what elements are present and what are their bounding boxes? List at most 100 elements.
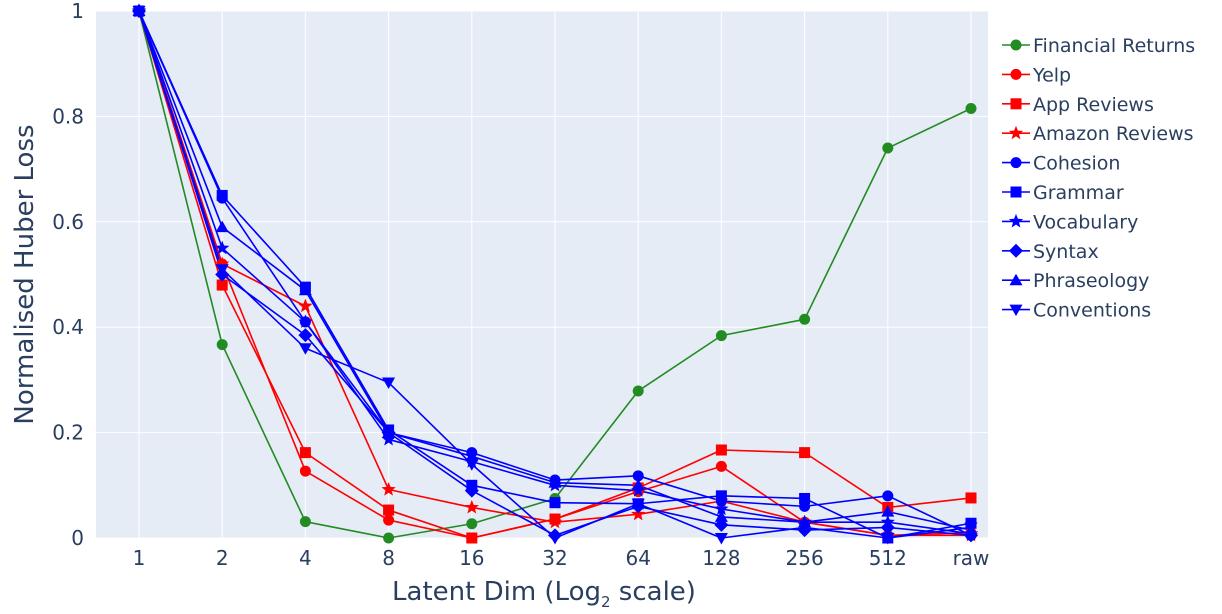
data-point-phraseology — [215, 220, 229, 233]
data-point-conventions — [132, 6, 146, 18]
legend-label: Yelp — [1032, 64, 1071, 86]
x-tick-label: 8 — [382, 546, 395, 570]
plot-area — [96, 11, 988, 538]
legend-marker — [1010, 39, 1022, 51]
data-point-app-reviews — [715, 444, 727, 456]
data-point-conventions — [548, 533, 562, 545]
y-tick-label: 0.8 — [52, 104, 84, 128]
data-point-syntax — [880, 520, 895, 535]
legend-marker — [1009, 243, 1023, 258]
legend-item-amazon-reviews[interactable]: Amazon Reviews — [1002, 123, 1194, 145]
data-point-cohesion — [882, 490, 894, 502]
legend-label: Vocabulary — [1033, 211, 1138, 233]
legend-marker — [1009, 273, 1023, 286]
data-point-conventions — [881, 533, 895, 545]
x-tick-label: 256 — [786, 546, 824, 570]
x-tick-label: raw — [953, 546, 990, 570]
data-point-phraseology — [382, 426, 396, 438]
legend-marker — [1008, 213, 1024, 228]
legend-item-financial-returns[interactable]: Financial Returns — [1002, 35, 1195, 57]
legend[interactable]: Financial Returns Yelp App Reviews Amazon R… — [1002, 35, 1195, 322]
data-point-grammar — [216, 189, 228, 201]
data-point-grammar — [799, 492, 811, 504]
data-point-phraseology — [548, 476, 562, 488]
data-point-grammar — [715, 490, 727, 502]
data-point-financial-returns — [299, 516, 311, 528]
gridlines — [96, 10, 988, 539]
legend-label: Amazon Reviews — [1033, 123, 1194, 145]
legend-label: Syntax — [1033, 241, 1099, 263]
data-point-conventions — [465, 459, 479, 471]
data-point-phraseology — [465, 449, 479, 462]
data-point-phraseology — [631, 478, 645, 491]
data-point-app-reviews — [216, 279, 228, 291]
data-point-yelp — [383, 514, 395, 526]
data-point-app-reviews — [799, 447, 811, 459]
legend-item-conventions[interactable]: Conventions — [1002, 300, 1151, 322]
data-point-vocabulary — [215, 240, 230, 255]
data-point-conventions — [798, 522, 812, 534]
data-point-syntax — [298, 328, 313, 343]
legend-item-app-reviews[interactable]: App Reviews — [1002, 94, 1154, 116]
legend-label: Phraseology — [1033, 270, 1149, 292]
data-point-phraseology — [881, 505, 895, 517]
x-axis-title: Latent Dim (Log2 scale) — [392, 577, 696, 611]
legend-marker — [1010, 157, 1022, 169]
data-point-amazon-reviews — [631, 506, 646, 521]
y-axis-ticks: 0 0.2 0.4 0.6 0.8 1 — [52, 0, 84, 550]
data-point-grammar — [549, 497, 561, 509]
legend-item-syntax[interactable]: Syntax — [1002, 241, 1099, 263]
legend-marker — [1009, 304, 1023, 317]
data-point-cohesion — [632, 470, 644, 482]
data-point-financial-returns — [965, 102, 977, 114]
data-point-app-reviews — [965, 492, 977, 504]
series-markers — [131, 3, 979, 545]
data-point-conventions — [298, 343, 312, 355]
data-point-amazon-reviews — [298, 298, 313, 313]
data-point-financial-returns — [466, 518, 478, 530]
data-point-syntax — [464, 483, 479, 498]
legend-marker — [1008, 125, 1024, 140]
data-point-app-reviews — [299, 447, 311, 459]
legend-marker — [1010, 98, 1022, 110]
data-point-conventions — [631, 498, 645, 511]
legend-label: Grammar — [1033, 182, 1124, 204]
legend-label: App Reviews — [1033, 94, 1154, 116]
x-axis-title-subscript: 2 — [601, 593, 611, 611]
data-point-amazon-reviews — [215, 256, 230, 271]
data-point-financial-returns — [383, 532, 395, 544]
legend-marker — [1010, 68, 1022, 80]
x-tick-label: 2 — [216, 546, 229, 570]
legend-item-vocabulary[interactable]: Vocabulary — [1002, 211, 1138, 233]
data-point-amazon-reviews — [464, 499, 479, 514]
y-tick-label: 1 — [71, 0, 84, 23]
legend-item-cohesion[interactable]: Cohesion — [1002, 153, 1120, 175]
x-axis-title-main: Latent Dim (Log — [392, 577, 601, 607]
data-point-financial-returns — [799, 313, 811, 325]
legend-label: Financial Returns — [1033, 35, 1195, 57]
x-tick-label: 64 — [625, 546, 650, 570]
data-point-financial-returns — [715, 330, 727, 342]
legend-item-phraseology[interactable]: Phraseology — [1002, 270, 1149, 292]
data-point-financial-returns — [216, 339, 228, 351]
data-point-amazon-reviews — [547, 514, 563, 529]
x-tick-label: 32 — [542, 546, 567, 570]
y-axis-title: Normalised Huber Loss — [10, 124, 40, 424]
data-point-amazon-reviews — [381, 482, 396, 496]
legend-item-grammar[interactable]: Grammar — [1002, 182, 1124, 204]
legend-marker — [1010, 186, 1022, 198]
y-tick-label: 0.4 — [52, 315, 84, 339]
legend-label: Conventions — [1033, 300, 1151, 322]
legend-label: Cohesion — [1033, 153, 1120, 175]
x-tick-label: 512 — [869, 546, 907, 570]
x-axis-ticks: 1 2 4 8 16 32 64 128 256 512 raw — [133, 546, 990, 570]
data-point-app-reviews — [466, 532, 478, 544]
data-point-yelp — [715, 460, 727, 472]
y-tick-label: 0.2 — [52, 421, 84, 445]
legend-item-yelp[interactable]: Yelp — [1002, 64, 1071, 86]
x-tick-label: 4 — [299, 546, 312, 570]
data-point-vocabulary — [298, 314, 313, 328]
data-point-yelp — [299, 465, 311, 477]
data-point-app-reviews — [383, 504, 395, 516]
